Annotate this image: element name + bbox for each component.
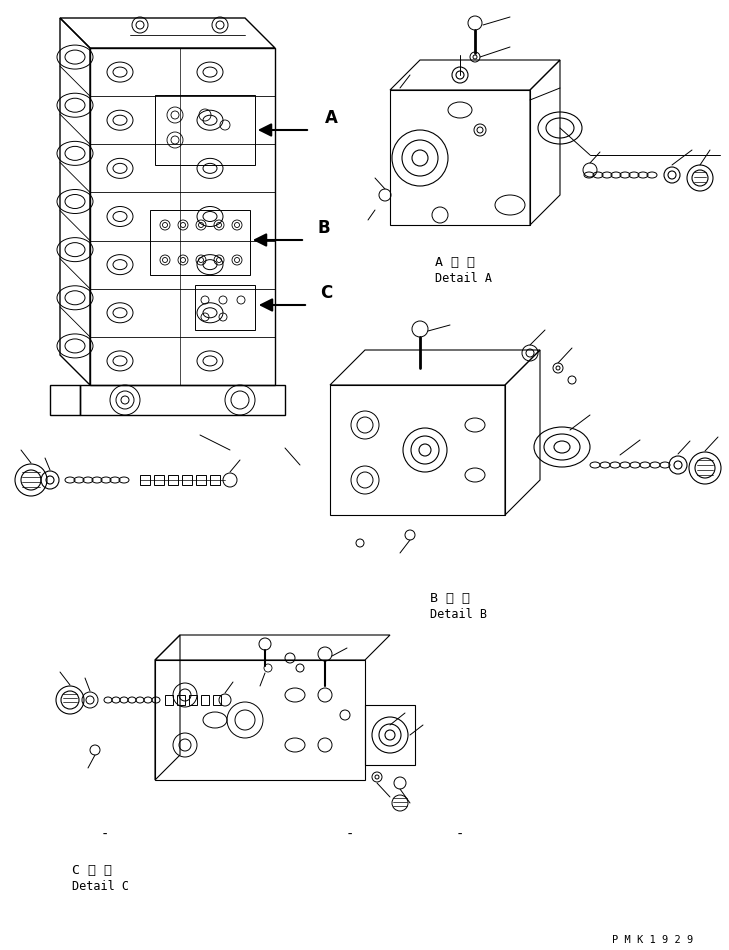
Text: A 詳 細: A 詳 細 bbox=[435, 256, 475, 269]
Text: Detail A: Detail A bbox=[435, 272, 492, 284]
Bar bbox=[196, 475, 206, 485]
Text: B: B bbox=[318, 219, 331, 237]
Bar bbox=[177, 695, 185, 705]
Bar bbox=[155, 95, 255, 165]
Text: Detail C: Detail C bbox=[72, 880, 129, 892]
Bar bbox=[195, 285, 255, 330]
Bar bbox=[140, 475, 150, 485]
Text: Detail B: Detail B bbox=[430, 607, 487, 620]
Text: A: A bbox=[325, 109, 338, 127]
Bar bbox=[154, 475, 164, 485]
Text: C: C bbox=[320, 284, 332, 302]
Text: C 詳 細: C 詳 細 bbox=[72, 864, 112, 877]
Bar bbox=[365, 705, 415, 765]
Text: B 詳 細: B 詳 細 bbox=[430, 592, 470, 604]
Text: -: - bbox=[346, 828, 354, 842]
Bar bbox=[165, 695, 173, 705]
Bar bbox=[213, 695, 221, 705]
Bar bbox=[168, 475, 178, 485]
Bar bbox=[201, 695, 209, 705]
Text: -: - bbox=[101, 828, 109, 842]
Bar bbox=[189, 695, 197, 705]
Text: -: - bbox=[456, 828, 464, 842]
Bar bbox=[210, 475, 220, 485]
Bar bbox=[182, 475, 192, 485]
Text: P M K 1 9 2 9: P M K 1 9 2 9 bbox=[612, 935, 693, 945]
Bar bbox=[150, 210, 250, 275]
